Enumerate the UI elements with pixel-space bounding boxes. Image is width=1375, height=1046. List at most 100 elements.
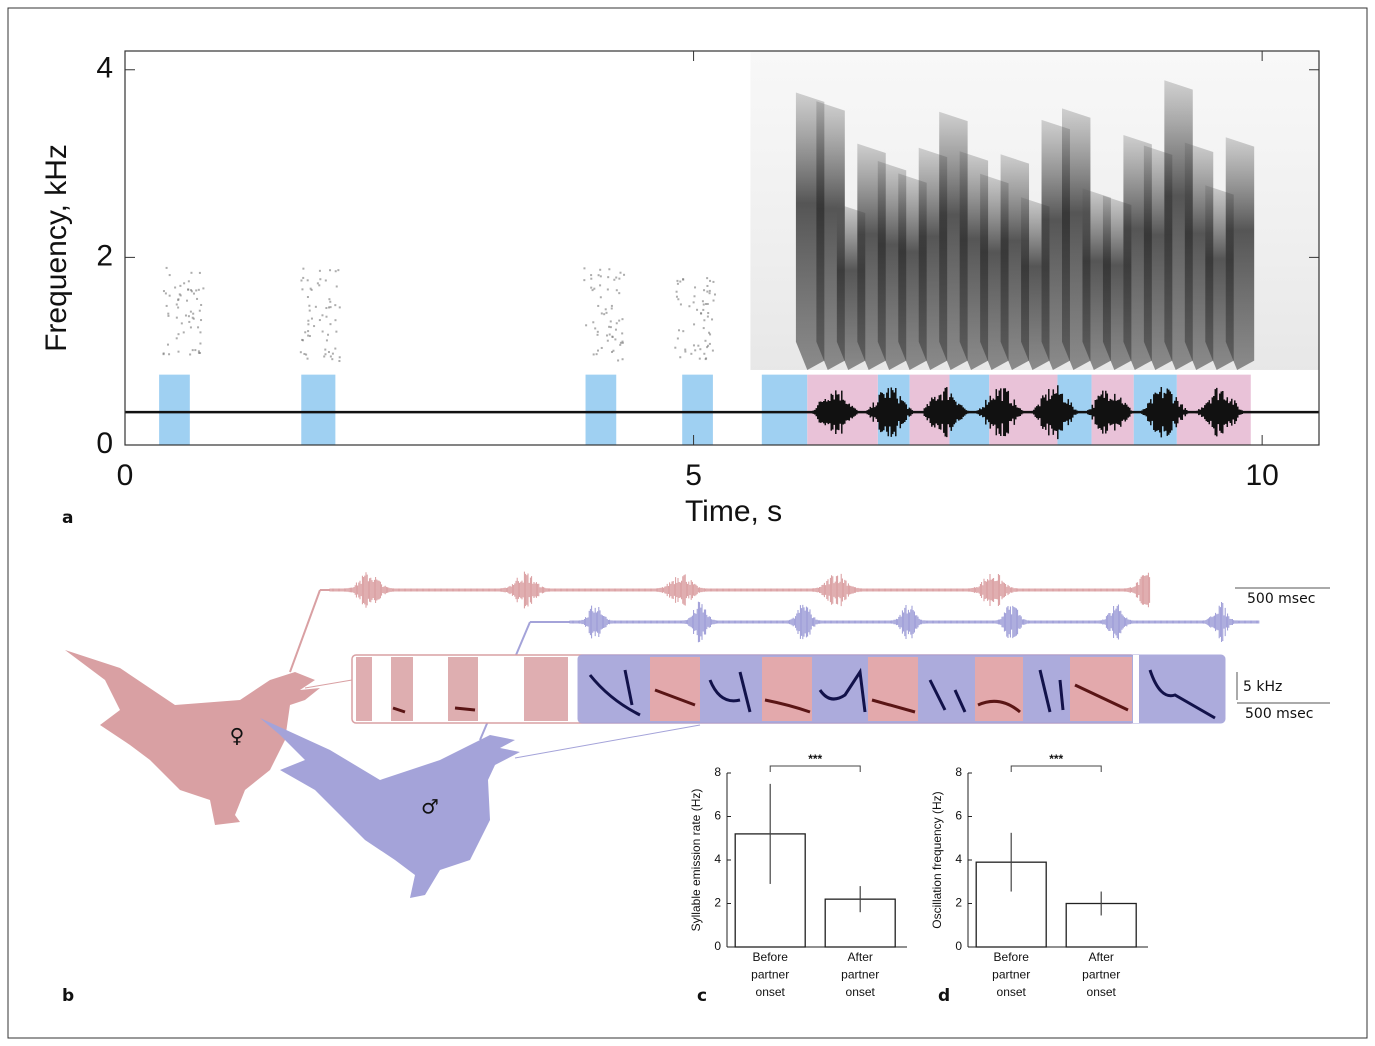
spectrogram-speckle (674, 346, 677, 349)
spectrogram-speckle (337, 269, 340, 272)
spectrogram-speckle (202, 287, 205, 290)
spectrogram-speckle (329, 355, 332, 358)
spectrogram-speckle (614, 338, 617, 341)
spectrogram-traces (392, 683, 1129, 714)
spectrogram-speckle (611, 350, 614, 353)
significance-label: *** (808, 752, 822, 766)
spectrogram-speckle (706, 277, 709, 280)
spectrogram-speckle (694, 286, 697, 289)
spectrogram-speckle (192, 292, 195, 295)
spectrogram-speckle (199, 342, 202, 345)
spectrogram-speckle (175, 303, 178, 306)
duet-female-syllables (650, 657, 1132, 721)
spectrogram-speckle (702, 327, 705, 330)
spectrogram-speckle (184, 314, 187, 317)
spectrogram-speckle (177, 299, 180, 302)
spectrogram-speckle (706, 346, 709, 349)
spectrogram-speckle (325, 315, 328, 318)
spectrogram-speckle (187, 315, 190, 318)
spectrogram-speckle (182, 331, 185, 334)
spectrogram-speckle (318, 319, 321, 322)
spectrogram-speckle (335, 285, 338, 288)
spectrogram-speckle (597, 304, 600, 307)
waveforms (320, 571, 1260, 643)
spectrogram-speckle (614, 328, 617, 331)
spectrogram-speckle (199, 351, 202, 354)
spectrogram-speckle (191, 349, 194, 352)
bar-panels: 0 2 4 6 8 Before partner onset After partner onset… (689, 752, 1148, 1006)
blue-interval (159, 374, 190, 445)
spectrogram-speckle (707, 312, 710, 315)
spectrogram-speckle (168, 274, 171, 277)
y-tick-label: 2 (955, 896, 962, 910)
spectrogram-speckle (702, 308, 705, 311)
female-syllables (356, 657, 568, 721)
spectrogram-speckle (613, 278, 616, 281)
x-tick-label: 0 (117, 459, 134, 492)
spectrogram-speckle (713, 293, 716, 296)
spectrogram-speckle (165, 266, 168, 269)
spectrogram-speckle (701, 300, 704, 303)
spectrogram-speckle (603, 313, 606, 316)
spectrogram-speckle (609, 326, 612, 329)
waveform (808, 385, 1251, 440)
spectrogram-speckle (338, 360, 341, 363)
spectrogram-speckle (166, 343, 169, 346)
spectrogram-speckle (189, 310, 192, 313)
significance-bracket (1010, 765, 1102, 772)
spectrogram-speckle (310, 317, 313, 320)
spectrogram-speckle (197, 350, 200, 353)
spectrogram-speckle (690, 352, 693, 355)
spectrogram-speckle (617, 359, 620, 362)
spectrogram-speckle (608, 333, 611, 336)
y-tick-label: 4 (714, 852, 721, 866)
spectrogram-speckle (697, 344, 700, 347)
spectrogram-speckle (605, 311, 608, 314)
spectrogram-speckle (675, 295, 678, 298)
spectrogram-speckle (704, 358, 707, 361)
x-tick-label: partner (751, 968, 789, 982)
spectrogram-speckle (600, 312, 603, 315)
spectrogram-speckle (197, 351, 200, 354)
spectrogram-speckle (709, 333, 712, 336)
spectrogram-speckle (195, 289, 198, 292)
spectrogram-speckle (704, 339, 707, 342)
time-scale-label: 500 msec (1245, 706, 1313, 722)
spectrogram-speckle (615, 289, 618, 292)
spectrogram-speckle (708, 292, 711, 295)
spectrogram-speckle (596, 330, 599, 333)
spectrogram-speckle (679, 280, 682, 283)
spectrogram-speckle (611, 335, 614, 338)
spectrogram-speckle (328, 298, 331, 301)
spectrogram-speckle (583, 267, 586, 270)
spectrogram-speckle (709, 279, 712, 282)
spectrogram-speckle (186, 299, 189, 302)
spectrogram-speckle (706, 302, 709, 305)
x-tick-label: After (848, 950, 873, 964)
spectrogram-speckle (324, 353, 327, 356)
spectrogram-speckle (194, 349, 197, 352)
frequency-scale-label: 5 kHz (1243, 679, 1282, 695)
spectrogram-speckle (583, 279, 586, 282)
spectrogram-speckle (167, 312, 170, 315)
y-tick-label: 8 (714, 765, 721, 779)
spectrogram-speckle (712, 299, 715, 302)
spectrogram-speckle (615, 276, 618, 279)
spectrogram-speckle (168, 353, 171, 356)
x-tick-label: partner (841, 968, 879, 982)
spectrogram-speckle (592, 321, 595, 324)
x-tick-label: Before (994, 950, 1030, 964)
x-tick-label: 5 (685, 459, 702, 492)
spectrogram-speckle (699, 312, 702, 315)
spectrogram-speckle (712, 280, 715, 283)
spectrogram-speckle (307, 323, 310, 326)
spectrogram-speckle (608, 325, 611, 328)
spectrogram-speckle (596, 349, 599, 352)
spectrogram-speckle (599, 268, 602, 271)
spectrogram-speckle (196, 297, 199, 300)
spectrogram-speckle (706, 284, 709, 287)
spectrogram-speckle (615, 322, 618, 325)
spectrogram-speckle (621, 341, 624, 344)
spectrogram-speckle (323, 355, 326, 358)
plot-frame (124, 50, 1320, 446)
